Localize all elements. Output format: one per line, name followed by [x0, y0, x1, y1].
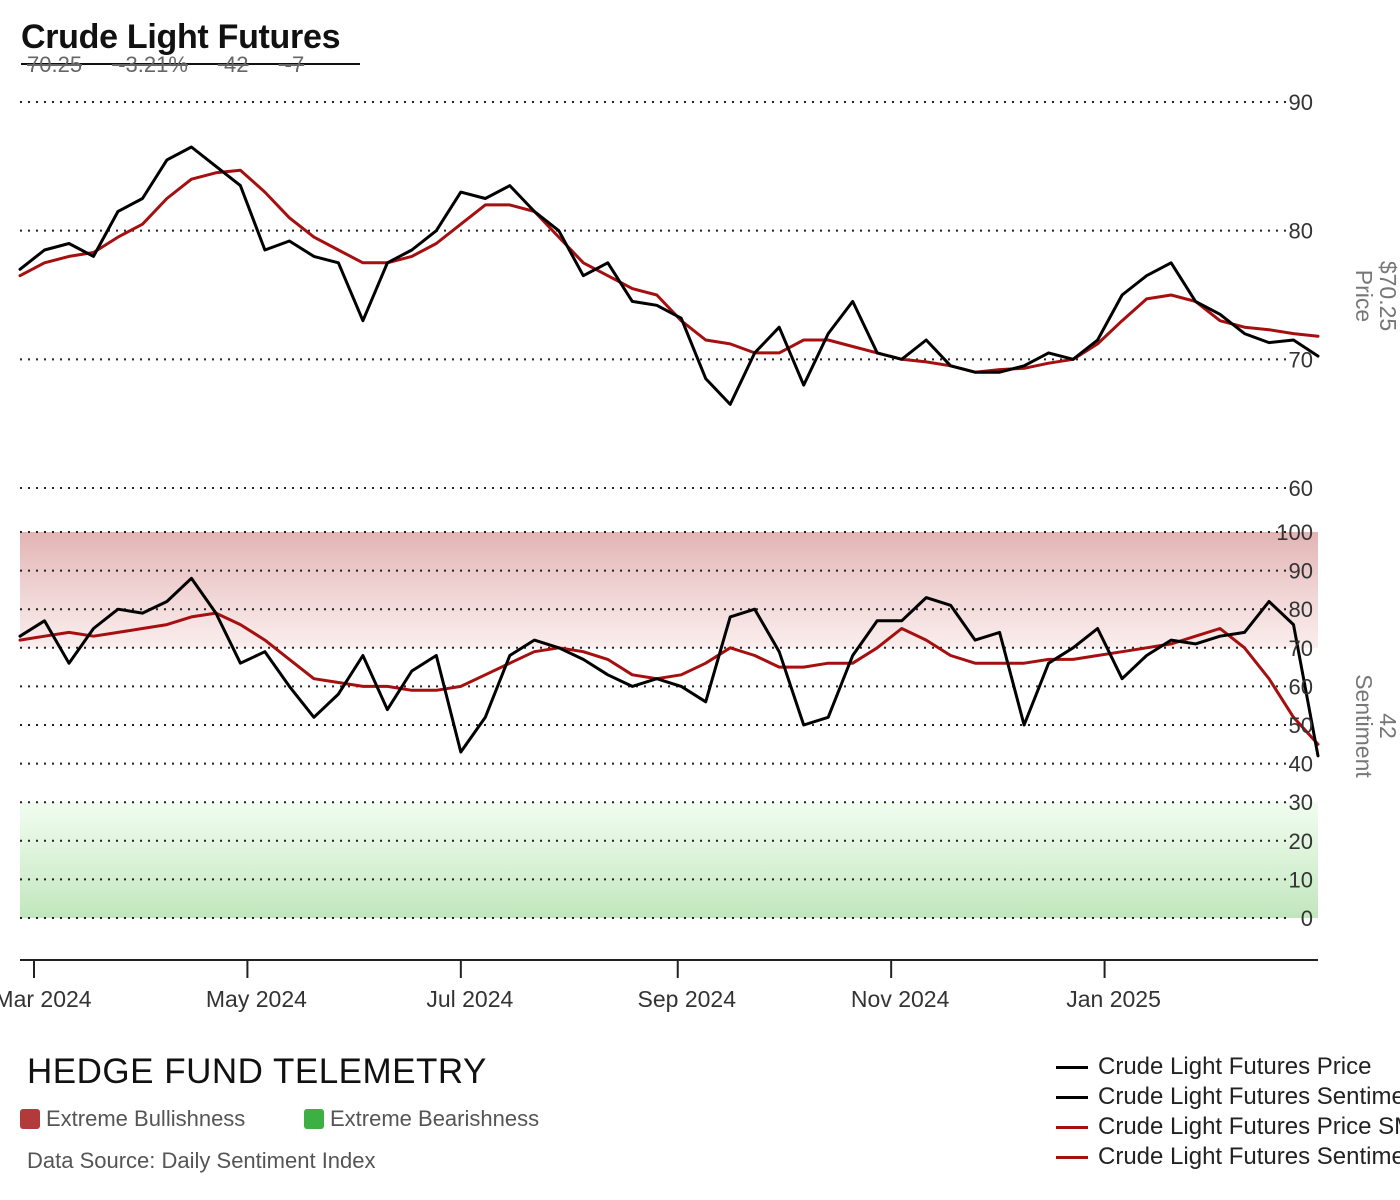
zone-key-bearish: Extreme Bearishness: [304, 1106, 539, 1132]
axes: 908070601009080706050403020100Price$70.2…: [0, 90, 1400, 1012]
price-axis-label: Price: [1351, 270, 1377, 322]
zone-key-bullish: Extreme Bullishness: [20, 1106, 245, 1132]
legend-line: [1056, 1065, 1088, 1069]
price-line: [18, 145, 1320, 406]
zone-key-label: Extreme Bearishness: [330, 1106, 540, 1131]
sentiment-line: [18, 576, 1320, 758]
sentiment-tick-label: 40: [1289, 752, 1313, 777]
sentiment-tick-label: 30: [1289, 790, 1313, 815]
extreme-bearish-zone: [20, 802, 1318, 918]
price-tick-label: 60: [1289, 476, 1313, 501]
price-axis-title: Price$70.25: [1351, 261, 1400, 331]
price-tick-label: 70: [1289, 347, 1313, 372]
sentiment-tick-label: 90: [1289, 559, 1313, 584]
stat-sentiment: 42: [224, 52, 249, 77]
sentiment-current-value: 42: [1375, 713, 1400, 739]
x-tick-label: Jul 2024: [426, 986, 513, 1012]
sentiment-sma-line: [18, 611, 1320, 746]
data-source: Data Source: Daily Sentiment Index: [27, 1148, 376, 1173]
sentiment-tick-label: 60: [1289, 674, 1313, 699]
legend-label: Crude Light Futures Price: [1098, 1053, 1372, 1080]
grid-lines: [20, 101, 1290, 919]
legend-label: Crude Light Futures Sentiment: [1098, 1083, 1400, 1110]
legend-label: Crude Light Futures Price SMA: [1098, 1113, 1400, 1140]
sentiment-tick-label: 70: [1289, 636, 1313, 661]
legend-item-price[interactable]: Crude Light Futures Price: [1056, 1052, 1400, 1082]
sentiment-zones: [20, 532, 1318, 918]
chart-canvas: 908070601009080706050403020100Price$70.2…: [0, 90, 1400, 1012]
price-tick-label: 90: [1289, 90, 1313, 115]
sentiment-tick-label: 80: [1289, 597, 1313, 622]
zone-key-label: Extreme Bullishness: [46, 1106, 246, 1131]
legend-line: [1056, 1095, 1088, 1099]
legend: Crude Light Futures Price Crude Light Fu…: [1056, 1052, 1400, 1172]
chart-title: Crude Light Futures: [21, 18, 341, 56]
price-sma-line: [18, 168, 1320, 374]
stat-change-pct: -3.21%: [118, 52, 188, 77]
stat-price: 70.25: [27, 52, 83, 77]
legend-item-price-sma[interactable]: Crude Light Futures Price SMA: [1056, 1112, 1400, 1142]
price-tick-label: 80: [1289, 219, 1313, 244]
bearish-swatch: [304, 1109, 324, 1129]
x-tick-label: Mar 2024: [0, 986, 92, 1012]
sentiment-tick-label: 50: [1289, 713, 1313, 738]
legend-item-sentiment-sma[interactable]: Crude Light Futures Sentiment SMA: [1056, 1142, 1400, 1172]
sentiment-axis-label: Sentiment: [1351, 674, 1377, 778]
legend-label: Crude Light Futures Sentiment SMA: [1098, 1143, 1400, 1170]
sentiment-tick-label: 20: [1289, 829, 1313, 854]
sentiment-tick-label: 100: [1276, 520, 1313, 545]
sentiment-tick-label: 0: [1301, 906, 1313, 931]
bullish-swatch: [20, 1109, 40, 1129]
x-tick-label: Nov 2024: [851, 986, 950, 1012]
legend-line: [1056, 1155, 1088, 1159]
x-tick-label: Sep 2024: [638, 986, 737, 1012]
stats-row: 70.25 -3.21% 42 -7: [27, 52, 334, 78]
legend-item-sentiment[interactable]: Crude Light Futures Sentiment: [1056, 1082, 1400, 1112]
extreme-bullish-zone: [20, 532, 1318, 648]
legend-line: [1056, 1125, 1088, 1129]
title-underline: [21, 63, 360, 65]
stat-sentiment-change: -7: [284, 52, 305, 77]
price-current-value: $70.25: [1375, 261, 1400, 331]
series-lines: [18, 145, 1320, 758]
x-tick-label: Jan 2025: [1066, 986, 1161, 1012]
sentiment-tick-label: 10: [1289, 867, 1313, 892]
x-tick-label: May 2024: [206, 986, 307, 1012]
brand-name: HEDGE FUND TELEMETRY: [27, 1052, 487, 1091]
